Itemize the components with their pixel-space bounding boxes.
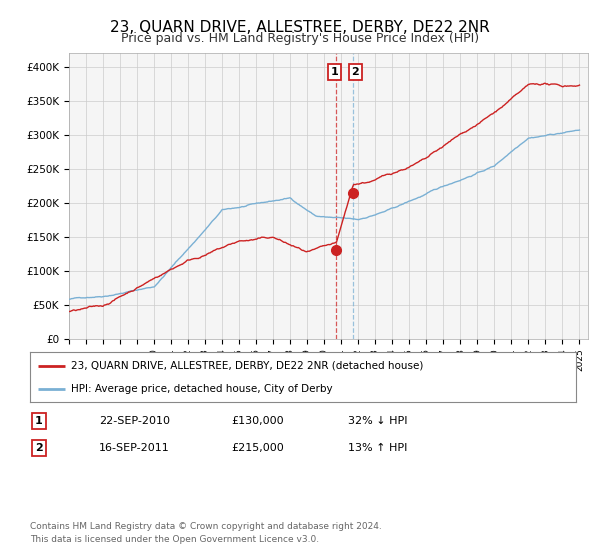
Text: 32% ↓ HPI: 32% ↓ HPI xyxy=(348,416,407,426)
Text: Contains HM Land Registry data © Crown copyright and database right 2024.: Contains HM Land Registry data © Crown c… xyxy=(30,522,382,531)
Text: HPI: Average price, detached house, City of Derby: HPI: Average price, detached house, City… xyxy=(71,385,332,394)
Text: 16-SEP-2011: 16-SEP-2011 xyxy=(99,443,170,453)
Text: 2: 2 xyxy=(352,67,359,77)
Text: 22-SEP-2010: 22-SEP-2010 xyxy=(99,416,170,426)
Text: This data is licensed under the Open Government Licence v3.0.: This data is licensed under the Open Gov… xyxy=(30,535,319,544)
Text: 2: 2 xyxy=(35,443,43,453)
Text: 23, QUARN DRIVE, ALLESTREE, DERBY, DE22 2NR (detached house): 23, QUARN DRIVE, ALLESTREE, DERBY, DE22 … xyxy=(71,361,424,371)
Text: £130,000: £130,000 xyxy=(231,416,284,426)
Text: 23, QUARN DRIVE, ALLESTREE, DERBY, DE22 2NR: 23, QUARN DRIVE, ALLESTREE, DERBY, DE22 … xyxy=(110,20,490,35)
Text: 1: 1 xyxy=(331,67,338,77)
Text: 1: 1 xyxy=(35,416,43,426)
Text: Price paid vs. HM Land Registry's House Price Index (HPI): Price paid vs. HM Land Registry's House … xyxy=(121,32,479,45)
Text: 13% ↑ HPI: 13% ↑ HPI xyxy=(348,443,407,453)
Text: £215,000: £215,000 xyxy=(231,443,284,453)
